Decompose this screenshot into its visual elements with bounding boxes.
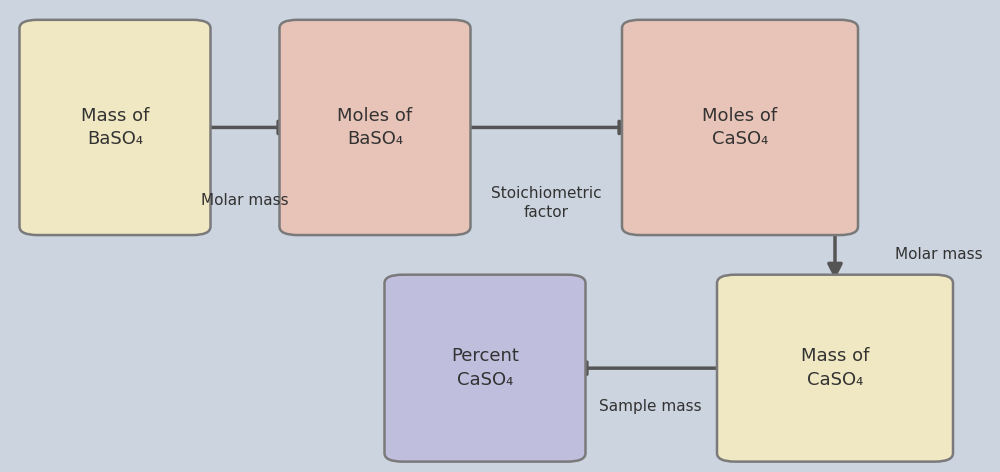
FancyBboxPatch shape (20, 20, 211, 235)
Text: Molar mass: Molar mass (895, 247, 983, 262)
Text: Sample mass: Sample mass (599, 399, 701, 414)
FancyBboxPatch shape (279, 20, 471, 235)
Text: Moles of
BaSO₄: Moles of BaSO₄ (337, 107, 413, 148)
Text: Mass of
CaSO₄: Mass of CaSO₄ (801, 347, 869, 389)
FancyBboxPatch shape (717, 275, 953, 462)
Text: Mass of
BaSO₄: Mass of BaSO₄ (81, 107, 149, 148)
Text: Molar mass: Molar mass (201, 193, 289, 208)
Text: Percent
CaSO₄: Percent CaSO₄ (451, 347, 519, 389)
FancyBboxPatch shape (384, 275, 585, 462)
FancyBboxPatch shape (622, 20, 858, 235)
Text: Moles of
CaSO₄: Moles of CaSO₄ (702, 107, 778, 148)
Text: Stoichiometric
factor: Stoichiometric factor (491, 186, 601, 220)
